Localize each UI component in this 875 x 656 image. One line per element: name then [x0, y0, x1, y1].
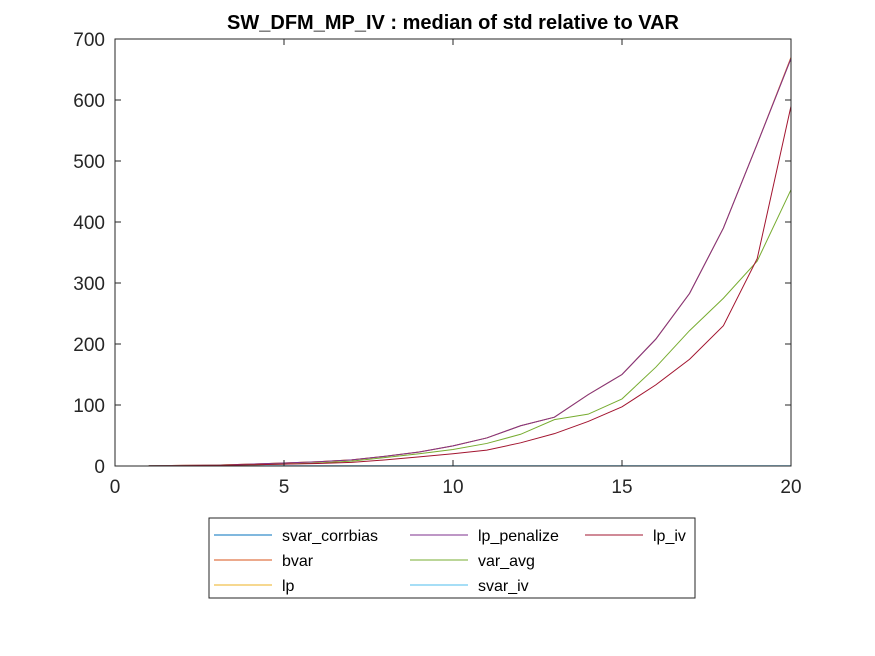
legend-label-var-avg: var_avg — [478, 553, 535, 570]
y-tick-label: 200 — [73, 335, 105, 356]
legend-label-lp-penalize: lp_penalize — [478, 528, 559, 545]
x-tick-label: 10 — [442, 477, 463, 498]
y-tick-label: 400 — [73, 213, 105, 234]
y-tick-label: 500 — [73, 152, 105, 173]
legend-label-lp-iv: lp_iv — [653, 528, 686, 545]
series-line-lp-penalize — [148, 58, 792, 467]
series-line-lp-iv — [148, 105, 792, 467]
y-tick-label: 300 — [73, 274, 105, 295]
y-tick-label: 600 — [73, 91, 105, 112]
x-tick-label: 15 — [611, 477, 632, 498]
x-tick-label: 20 — [780, 477, 801, 498]
x-tick-label: 0 — [110, 477, 121, 498]
y-tick-label: 700 — [73, 30, 105, 51]
legend-label-lp: lp — [282, 578, 295, 595]
legend-label-svar-corrbias: svar_corrbias — [282, 528, 378, 545]
plot-area — [115, 39, 791, 466]
chart-title: SW_DFM_MP_IV : median of std relative to… — [227, 12, 679, 34]
legend-label-bvar: bvar — [282, 553, 314, 570]
y-tick-label: 0 — [94, 457, 105, 478]
x-tick-label: 5 — [279, 477, 290, 498]
legend-label-svar-iv: svar_iv — [478, 578, 529, 595]
y-tick-label: 100 — [73, 396, 105, 417]
